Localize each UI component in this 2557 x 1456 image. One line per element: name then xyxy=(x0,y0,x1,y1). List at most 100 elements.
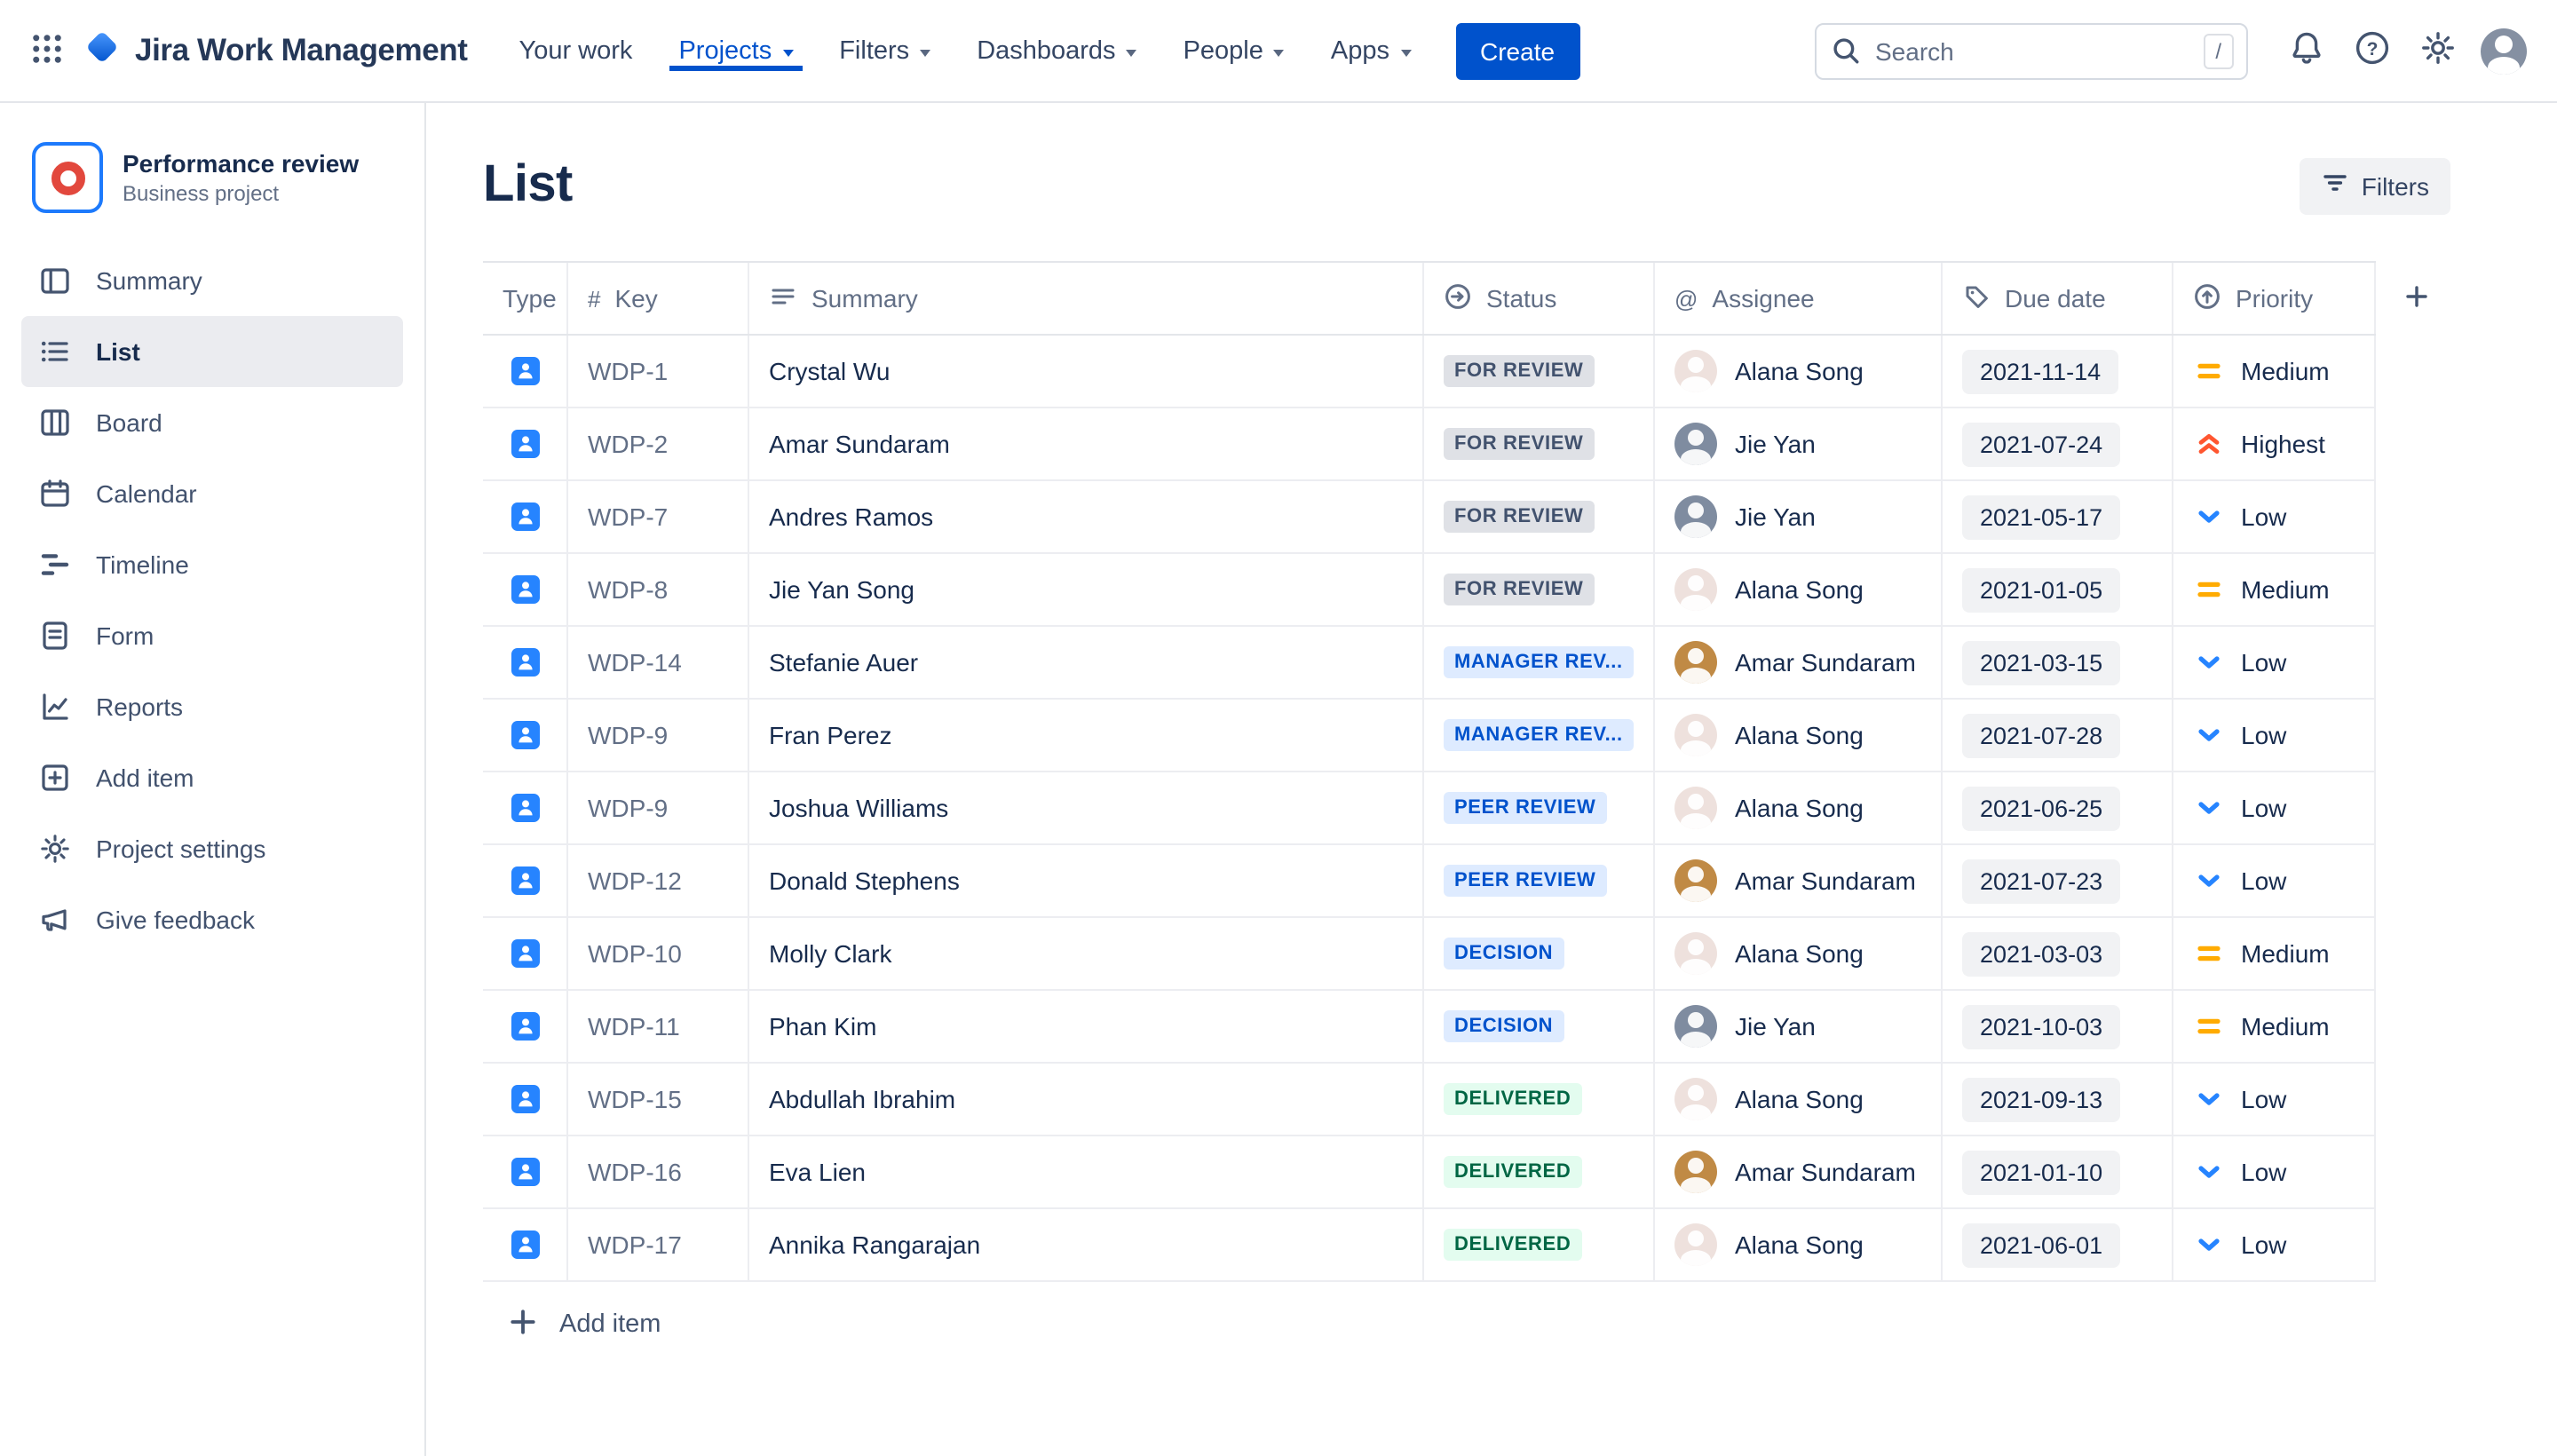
sidebar-item-board[interactable]: Board xyxy=(21,387,403,458)
project-header[interactable]: Performance review Business project xyxy=(21,142,403,245)
help-button[interactable]: ? xyxy=(2344,22,2401,79)
assignee-cell[interactable]: Jie Yan xyxy=(1655,481,1943,554)
status-cell[interactable]: DECISION xyxy=(1424,918,1655,991)
summary-cell[interactable]: Amar Sundaram xyxy=(749,408,1424,481)
type-cell[interactable] xyxy=(483,627,568,700)
status-badge[interactable]: FOR REVIEW xyxy=(1444,428,1595,460)
nav-people[interactable]: People xyxy=(1175,31,1294,70)
summary-cell[interactable]: Joshua Williams xyxy=(749,772,1424,845)
priority-cell[interactable]: Low xyxy=(2173,1064,2376,1136)
status-cell[interactable]: DELIVERED xyxy=(1424,1136,1655,1209)
type-cell[interactable] xyxy=(483,481,568,554)
summary-cell[interactable]: Jie Yan Song xyxy=(749,554,1424,627)
due-date-value[interactable]: 2021-05-17 xyxy=(1962,495,2121,539)
due-date-value[interactable]: 2021-09-13 xyxy=(1962,1077,2121,1121)
sidebar-item-list[interactable]: List xyxy=(21,316,403,387)
search-input[interactable] xyxy=(1815,22,2248,79)
due-date-cell[interactable]: 2021-07-28 xyxy=(1943,700,2173,772)
status-cell[interactable]: DELIVERED xyxy=(1424,1209,1655,1282)
type-cell[interactable] xyxy=(483,336,568,408)
status-badge[interactable]: DELIVERED xyxy=(1444,1229,1582,1261)
summary-cell[interactable]: Donald Stephens xyxy=(749,845,1424,918)
column-header-key[interactable]: # Key xyxy=(568,263,749,334)
status-cell[interactable]: FOR REVIEW xyxy=(1424,481,1655,554)
sidebar-item-reports[interactable]: Reports xyxy=(21,671,403,742)
due-date-value[interactable]: 2021-01-05 xyxy=(1962,567,2121,612)
due-date-cell[interactable]: 2021-03-03 xyxy=(1943,918,2173,991)
status-badge[interactable]: PEER REVIEW xyxy=(1444,792,1607,824)
due-date-cell[interactable]: 2021-06-01 xyxy=(1943,1209,2173,1282)
assignee-cell[interactable]: Amar Sundaram xyxy=(1655,627,1943,700)
status-badge[interactable]: DELIVERED xyxy=(1444,1083,1582,1115)
assignee-cell[interactable]: Alana Song xyxy=(1655,336,1943,408)
status-badge[interactable]: MANAGER REV... xyxy=(1444,646,1634,678)
nav-apps[interactable]: Apps xyxy=(1322,31,1420,70)
status-badge[interactable]: FOR REVIEW xyxy=(1444,574,1595,605)
type-cell[interactable] xyxy=(483,772,568,845)
due-date-value[interactable]: 2021-07-28 xyxy=(1962,713,2121,757)
status-cell[interactable]: MANAGER REV... xyxy=(1424,700,1655,772)
status-cell[interactable]: FOR REVIEW xyxy=(1424,554,1655,627)
sidebar-item-summary[interactable]: Summary xyxy=(21,245,403,316)
type-cell[interactable] xyxy=(483,918,568,991)
due-date-value[interactable]: 2021-06-01 xyxy=(1962,1223,2121,1267)
filters-button[interactable]: Filters xyxy=(2299,157,2450,214)
priority-cell[interactable]: Low xyxy=(2173,845,2376,918)
nav-filters[interactable]: Filters xyxy=(830,31,939,70)
status-badge[interactable]: PEER REVIEW xyxy=(1444,865,1607,897)
type-cell[interactable] xyxy=(483,554,568,627)
sidebar-item-project-settings[interactable]: Project settings xyxy=(21,813,403,884)
profile-button[interactable] xyxy=(2475,22,2532,79)
due-date-value[interactable]: 2021-10-03 xyxy=(1962,1004,2121,1048)
due-date-cell[interactable]: 2021-03-15 xyxy=(1943,627,2173,700)
due-date-cell[interactable]: 2021-01-10 xyxy=(1943,1136,2173,1209)
table-row[interactable]: WDP-7 Andres Ramos FOR REVIEW Jie Yan 20… xyxy=(483,481,2376,554)
assignee-cell[interactable]: Alana Song xyxy=(1655,700,1943,772)
nav-projects[interactable]: Projects xyxy=(669,31,803,70)
priority-cell[interactable]: Medium xyxy=(2173,918,2376,991)
summary-cell[interactable]: Molly Clark xyxy=(749,918,1424,991)
summary-cell[interactable]: Fran Perez xyxy=(749,700,1424,772)
assignee-cell[interactable]: Jie Yan xyxy=(1655,991,1943,1064)
column-header-summary[interactable]: Summary xyxy=(749,263,1424,334)
nav-dashboards[interactable]: Dashboards xyxy=(968,31,1145,70)
column-header-status[interactable]: Status xyxy=(1424,263,1655,334)
due-date-cell[interactable]: 2021-06-25 xyxy=(1943,772,2173,845)
due-date-value[interactable]: 2021-11-14 xyxy=(1962,349,2119,393)
app-switcher-button[interactable] xyxy=(18,22,75,79)
table-row[interactable]: WDP-16 Eva Lien DELIVERED Amar Sundaram … xyxy=(483,1136,2376,1209)
status-badge[interactable]: DECISION xyxy=(1444,938,1564,969)
add-column-button[interactable] xyxy=(2394,273,2440,323)
table-row[interactable]: WDP-14 Stefanie Auer MANAGER REV... Amar… xyxy=(483,627,2376,700)
type-cell[interactable] xyxy=(483,700,568,772)
type-cell[interactable] xyxy=(483,1209,568,1282)
status-cell[interactable]: DELIVERED xyxy=(1424,1064,1655,1136)
assignee-cell[interactable]: Amar Sundaram xyxy=(1655,845,1943,918)
priority-cell[interactable]: Highest xyxy=(2173,408,2376,481)
status-cell[interactable]: FOR REVIEW xyxy=(1424,408,1655,481)
table-row[interactable]: WDP-10 Molly Clark DECISION Alana Song 2… xyxy=(483,918,2376,991)
status-badge[interactable]: FOR REVIEW xyxy=(1444,501,1595,533)
assignee-cell[interactable]: Jie Yan xyxy=(1655,408,1943,481)
table-row[interactable]: WDP-2 Amar Sundaram FOR REVIEW Jie Yan 2… xyxy=(483,408,2376,481)
table-row[interactable]: WDP-17 Annika Rangarajan DELIVERED Alana… xyxy=(483,1209,2376,1282)
status-badge[interactable]: FOR REVIEW xyxy=(1444,355,1595,387)
sidebar-item-form[interactable]: Form xyxy=(21,600,403,671)
assignee-cell[interactable]: Alana Song xyxy=(1655,554,1943,627)
due-date-cell[interactable]: 2021-07-23 xyxy=(1943,845,2173,918)
create-button[interactable]: Create xyxy=(1455,22,1580,79)
type-cell[interactable] xyxy=(483,1136,568,1209)
status-cell[interactable]: PEER REVIEW xyxy=(1424,772,1655,845)
table-row[interactable]: WDP-12 Donald Stephens PEER REVIEW Amar … xyxy=(483,845,2376,918)
notifications-button[interactable] xyxy=(2278,22,2335,79)
assignee-cell[interactable]: Alana Song xyxy=(1655,1064,1943,1136)
type-cell[interactable] xyxy=(483,408,568,481)
table-row[interactable]: WDP-8 Jie Yan Song FOR REVIEW Alana Song… xyxy=(483,554,2376,627)
summary-cell[interactable]: Stefanie Auer xyxy=(749,627,1424,700)
table-row[interactable]: WDP-9 Joshua Williams PEER REVIEW Alana … xyxy=(483,772,2376,845)
due-date-value[interactable]: 2021-07-23 xyxy=(1962,859,2121,903)
due-date-value[interactable]: 2021-03-15 xyxy=(1962,640,2121,684)
sidebar-item-timeline[interactable]: Timeline xyxy=(21,529,403,600)
sidebar-item-give-feedback[interactable]: Give feedback xyxy=(21,884,403,955)
sidebar-item-calendar[interactable]: Calendar xyxy=(21,458,403,529)
